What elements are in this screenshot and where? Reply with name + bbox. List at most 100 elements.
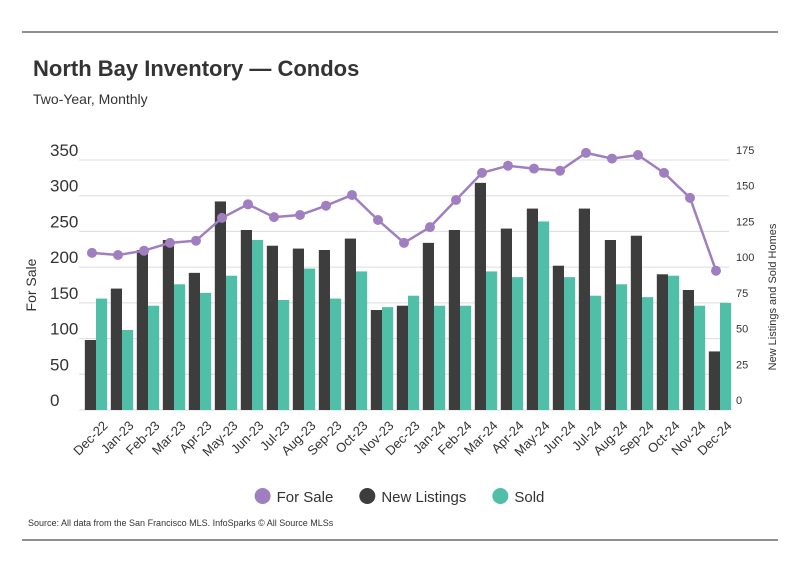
bar <box>604 240 616 410</box>
line-series <box>91 151 718 272</box>
bar <box>448 230 460 410</box>
y-tick-label: 200 <box>50 248 78 267</box>
y-axis-title: For Sale <box>23 258 39 311</box>
line-point <box>165 237 175 248</box>
legend-marker <box>254 488 271 504</box>
bar <box>278 300 290 410</box>
line-point <box>191 235 201 246</box>
bar <box>252 240 264 410</box>
line-point <box>477 167 487 178</box>
line-point <box>555 165 565 176</box>
line-point <box>269 212 279 223</box>
line-point <box>295 210 305 220</box>
bar <box>226 275 238 410</box>
bar <box>148 305 160 410</box>
bar <box>396 305 408 410</box>
bar <box>292 248 304 410</box>
bar <box>460 305 472 410</box>
legend-marker <box>492 488 509 504</box>
y-tick-label: 0 <box>50 391 59 410</box>
y2-tick-label: 150 <box>736 181 754 193</box>
bar <box>422 242 434 410</box>
bar <box>408 295 420 410</box>
y2-tick-label: 125 <box>736 216 754 228</box>
bar <box>330 298 342 410</box>
bar <box>526 208 538 410</box>
line-point <box>321 200 331 211</box>
legend-label: Sold <box>514 489 544 506</box>
y-tick-label: 150 <box>50 284 78 303</box>
bar <box>382 307 394 410</box>
bar <box>84 340 96 410</box>
line-point <box>685 192 695 203</box>
bar <box>96 298 108 410</box>
bar <box>578 208 590 410</box>
chart-title: North Bay Inventory — Condos <box>33 56 359 81</box>
bar <box>682 290 694 410</box>
bar <box>122 330 134 410</box>
y-tick-label: 300 <box>50 177 78 196</box>
legend-label: For Sale <box>277 489 334 506</box>
line-point <box>529 163 539 174</box>
bar <box>304 268 316 410</box>
bar <box>200 292 212 410</box>
source-note: Source: All data from the San Francisco … <box>28 518 334 528</box>
line-point <box>87 247 97 258</box>
bar <box>266 245 278 410</box>
y-tick-label: 250 <box>50 212 78 231</box>
bar <box>136 250 148 410</box>
y2-axis-title: New Listings and Sold Homes <box>767 223 779 370</box>
bar <box>370 310 382 410</box>
line-point <box>451 195 461 205</box>
chart-subtitle: Two-Year, Monthly <box>33 91 148 107</box>
line-point <box>425 222 435 233</box>
bar <box>512 277 524 410</box>
line-point <box>373 215 383 225</box>
legend-label: New Listings <box>381 489 466 506</box>
bar <box>434 305 446 410</box>
y-tick-label: 100 <box>50 320 78 339</box>
y2-tick-label: 0 <box>736 395 742 407</box>
line-point <box>607 153 617 164</box>
y2-tick-label: 175 <box>736 145 754 157</box>
legend-marker <box>359 488 376 504</box>
bar <box>552 265 564 410</box>
bar <box>474 182 486 410</box>
line-point <box>113 250 123 260</box>
y2-tick-label: 25 <box>736 359 748 371</box>
bar <box>486 271 498 410</box>
line-point <box>243 199 253 210</box>
bar <box>616 284 628 410</box>
bar <box>500 228 512 410</box>
bar <box>642 297 654 410</box>
bar <box>590 295 602 410</box>
bar <box>538 221 550 410</box>
line-point <box>399 237 409 248</box>
line-point <box>633 150 643 160</box>
bar <box>668 275 680 410</box>
bar <box>694 305 706 410</box>
bar <box>214 201 226 410</box>
bar <box>656 274 668 410</box>
bar <box>188 272 200 410</box>
bar <box>564 277 576 410</box>
line-point <box>503 160 513 171</box>
y2-tick-label: 50 <box>736 324 748 336</box>
bar <box>174 284 186 410</box>
bar <box>240 230 252 410</box>
y2-tick-label: 75 <box>736 288 748 300</box>
bar <box>720 302 732 410</box>
y-tick-label: 50 <box>50 355 69 374</box>
y-tick-label: 350 <box>50 141 78 160</box>
bar <box>630 235 642 410</box>
line-point <box>581 147 591 158</box>
y2-tick-label: 100 <box>736 252 754 264</box>
bar <box>162 240 174 410</box>
bar <box>110 288 122 410</box>
bar <box>708 351 720 410</box>
line-point <box>659 167 669 178</box>
line-point <box>347 190 357 200</box>
line-point <box>139 245 149 256</box>
legend: For Sale New Listings Sold <box>254 488 544 506</box>
